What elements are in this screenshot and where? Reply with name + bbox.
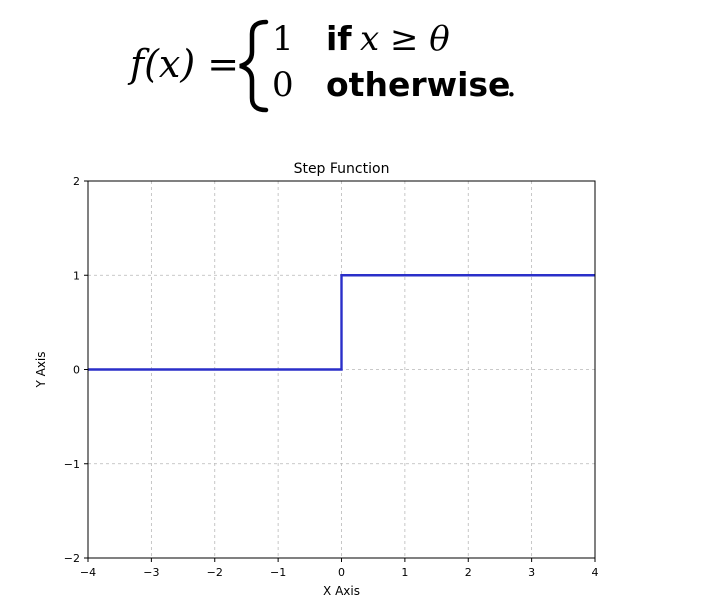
x-tick-label: 0 [338, 566, 345, 579]
y-tick-label: −2 [64, 552, 80, 565]
x-tick-label: −4 [80, 566, 96, 579]
x-tick-label: 2 [465, 566, 472, 579]
step-series-line [88, 274, 595, 371]
y-axis-label: Y Axis [34, 351, 48, 388]
x-tick-label: −3 [143, 566, 159, 579]
x-tick-label: −1 [270, 566, 286, 579]
x-tick-label: 4 [592, 566, 599, 579]
formula-lhs: f(x) = [127, 42, 239, 86]
case2-keyword: otherwise [326, 65, 510, 104]
case2-value: 0 [272, 65, 294, 105]
x-tick-label: 1 [401, 566, 408, 579]
x-tick-label: −2 [207, 566, 223, 579]
x-axis-label: X Axis [323, 584, 360, 598]
y-tick-label: 2 [73, 175, 80, 188]
ticks: −4 −3 −2 −1 0 1 2 3 4 −2 −1 0 1 2 [64, 175, 599, 579]
brace-icon [239, 19, 269, 113]
case1-keyword: if [326, 19, 352, 58]
chart-title: Step Function [294, 161, 390, 177]
y-tick-label: 0 [73, 364, 80, 377]
case1-condition: x ≥ θ [360, 19, 450, 59]
formula: f(x) = 1 if x ≥ θ 0 otherwise . [127, 19, 517, 113]
x-tick-label: 3 [528, 566, 535, 579]
series-layer [88, 274, 595, 371]
case2-end: . [506, 65, 517, 105]
y-tick-label: −1 [64, 458, 80, 471]
y-tick-label: 1 [73, 269, 80, 282]
step-function-chart: −4 −3 −2 −1 0 1 2 3 4 −2 −1 0 1 2 Step Function X Axi… [34, 161, 599, 598]
case1-value: 1 [272, 19, 294, 59]
